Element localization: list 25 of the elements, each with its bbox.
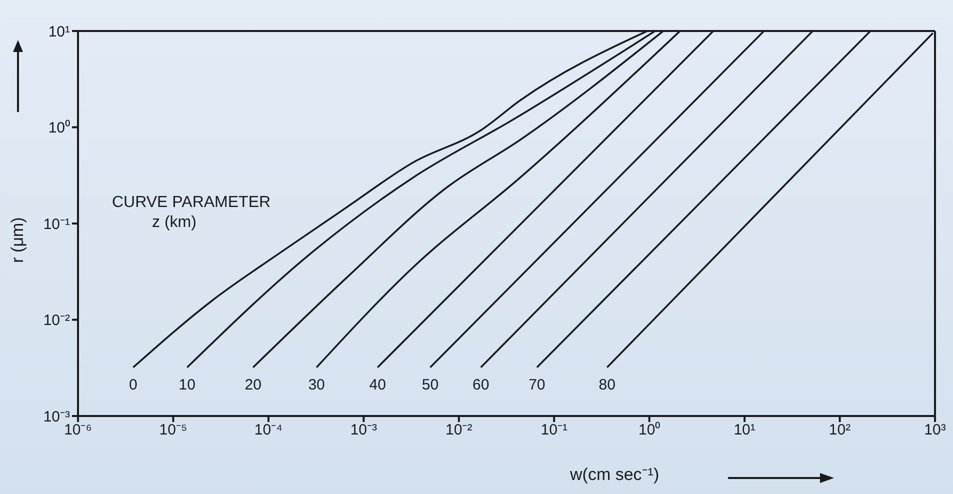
series-label: 80 [598,376,616,394]
series-label: 10 [178,376,196,394]
y-tick-label: 10¹ [48,23,70,40]
x-tick-label: 10⁻⁵ [159,422,188,439]
x-tick-label: 10⁰ [638,422,660,439]
x-tick-label: 10² [828,422,851,439]
x-tick-label: 10³ [924,422,946,439]
x-axis-title: w(cm sec⁻¹) [570,464,660,485]
series-label: 20 [244,376,262,394]
legend-title: CURVE PARAMETER z (km) [112,193,271,233]
series-label: 40 [369,376,386,394]
x-tick-label: 10¹ [734,422,756,439]
y-axis-title: r (μm) [8,217,28,263]
x-tick-label: 10⁻² [446,422,472,439]
series-label: 70 [528,376,546,394]
series-label: 0 [129,376,138,394]
y-tick-label: 10⁻¹ [43,216,70,233]
series-label: 50 [422,376,439,394]
series-label: 60 [472,376,490,394]
y-tick-label: 10⁻² [43,312,70,330]
y-tick-label: 10⁰ [48,120,70,137]
x-tick-label: 10⁻³ [350,422,378,439]
x-tick-label: 10⁻¹ [540,422,568,439]
series-label: 30 [308,376,325,394]
x-tick-label: 10⁻⁴ [254,422,283,439]
